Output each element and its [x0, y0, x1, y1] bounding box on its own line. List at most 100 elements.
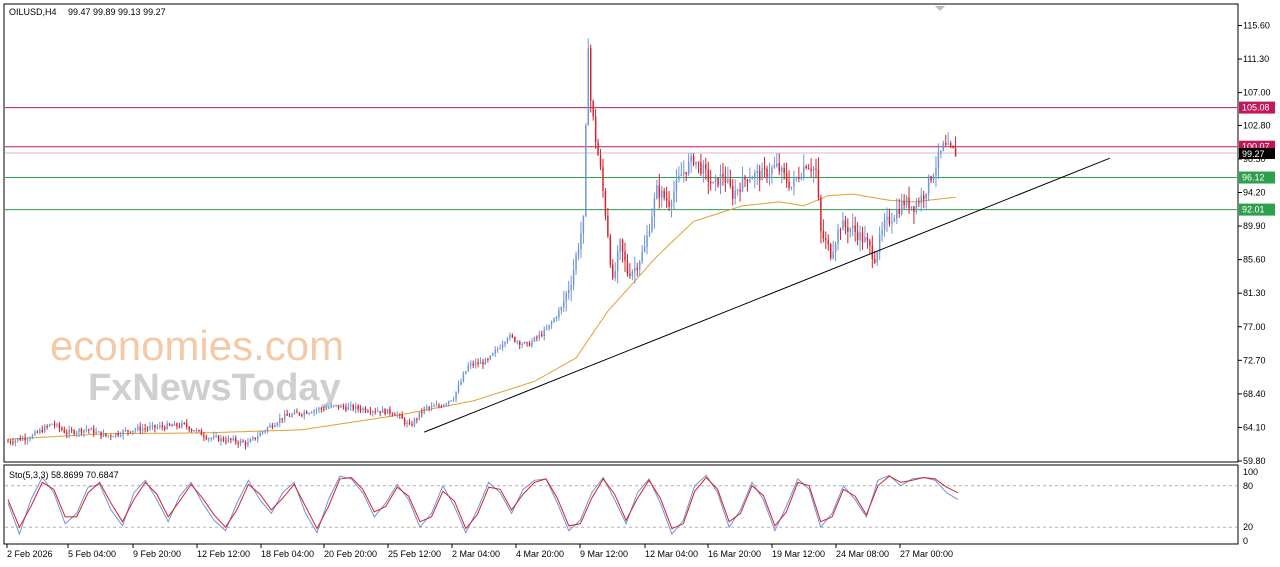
- candle-body: [401, 414, 403, 419]
- time-tick-label: 16 Mar 20:00: [708, 549, 761, 559]
- candle-body: [798, 177, 800, 179]
- shift-marker-icon[interactable]: [935, 6, 945, 11]
- candle-body: [137, 426, 139, 430]
- candle-body: [279, 418, 281, 424]
- candle-body: [585, 125, 587, 216]
- candle-body: [230, 438, 232, 440]
- candle-body: [17, 438, 19, 441]
- candle-body: [354, 405, 357, 410]
- candle-body: [205, 437, 208, 439]
- candle-body: [700, 162, 702, 174]
- candle-body: [269, 425, 271, 428]
- candle-body: [817, 169, 820, 198]
- candle-body: [807, 167, 810, 169]
- candle-body: [744, 176, 746, 180]
- candle-body: [305, 411, 308, 414]
- candle-body: [854, 225, 856, 232]
- candle-body: [430, 406, 433, 408]
- candle-body: [345, 407, 347, 410]
- candle-body: [900, 201, 903, 214]
- candle-body: [193, 430, 195, 432]
- candle-body: [641, 251, 643, 262]
- candle-body: [761, 168, 763, 181]
- candle-body: [259, 432, 261, 437]
- candle-body: [509, 335, 511, 339]
- candle-body: [362, 408, 364, 411]
- candle-body: [820, 197, 822, 232]
- moving-average: [7, 193, 956, 440]
- candle-body: [881, 229, 883, 235]
- candle-body: [63, 430, 66, 433]
- candle-body: [215, 436, 217, 438]
- candle-body: [727, 178, 729, 183]
- candle-body: [467, 365, 470, 372]
- candle-body: [545, 328, 548, 330]
- stochastic-tick-label: 80: [1243, 481, 1253, 491]
- candle-body: [514, 336, 516, 342]
- candle-body: [58, 424, 61, 429]
- candle-body: [117, 432, 119, 436]
- candle-body: [132, 430, 134, 433]
- candle-body: [376, 411, 379, 413]
- candle-body: [276, 423, 279, 426]
- candle-body: [9, 441, 12, 443]
- candle-body: [891, 221, 893, 224]
- candle-body: [21, 437, 24, 441]
- candle-body: [695, 161, 697, 165]
- level-tag: [1239, 101, 1275, 114]
- price-tick-label: 98.50: [1243, 154, 1266, 164]
- candle-body: [367, 411, 369, 413]
- candle-body: [372, 411, 374, 413]
- candle-body: [352, 405, 354, 410]
- candle-body: [575, 254, 577, 270]
- candle-body: [271, 425, 274, 428]
- candle-body: [837, 229, 839, 245]
- candle-body: [506, 338, 509, 343]
- candle-body: [790, 186, 793, 188]
- candle-body: [110, 435, 112, 437]
- candle-body: [653, 198, 656, 217]
- candle-body: [252, 437, 254, 440]
- candle-body: [705, 164, 707, 170]
- price-tick-label: 102.80: [1243, 120, 1271, 130]
- candle-body: [915, 202, 918, 212]
- candle-body: [496, 348, 499, 350]
- candle-body: [234, 438, 237, 443]
- candle-body: [577, 249, 580, 255]
- candle-body: [932, 175, 935, 181]
- candle-body: [257, 436, 259, 440]
- candle-body: [876, 252, 878, 263]
- candle-body: [692, 155, 695, 165]
- candle-body: [389, 408, 391, 414]
- candle-body: [166, 423, 168, 430]
- candle-body: [159, 425, 161, 427]
- candle-body: [594, 116, 597, 143]
- candle-body: [39, 429, 41, 433]
- candle-body: [940, 150, 942, 153]
- candle-body: [844, 220, 847, 228]
- candle-body: [244, 442, 247, 446]
- candle-body: [511, 335, 514, 337]
- candle-body: [315, 409, 318, 411]
- candle-body: [487, 358, 489, 360]
- candle-body: [210, 437, 212, 439]
- candle-body: [536, 337, 538, 339]
- stochastic-line: [7, 474, 959, 536]
- candle-body: [849, 228, 852, 232]
- candle-body: [780, 167, 783, 172]
- candle-body: [359, 408, 362, 411]
- candle-body: [183, 423, 186, 425]
- candle-body: [942, 143, 945, 151]
- candle-body: [661, 190, 663, 198]
- price-tick-label: 64.10: [1243, 422, 1266, 432]
- candle-body: [756, 171, 758, 173]
- candle-body: [357, 405, 359, 409]
- candle-body: [313, 410, 315, 413]
- candle-body: [396, 414, 399, 416]
- candle-body: [925, 193, 927, 200]
- time-tick-label: 2 Feb 2026: [7, 549, 53, 559]
- candle-body: [871, 245, 874, 259]
- candle-body: [918, 202, 920, 204]
- price-tick-label: 111.30: [1243, 54, 1269, 64]
